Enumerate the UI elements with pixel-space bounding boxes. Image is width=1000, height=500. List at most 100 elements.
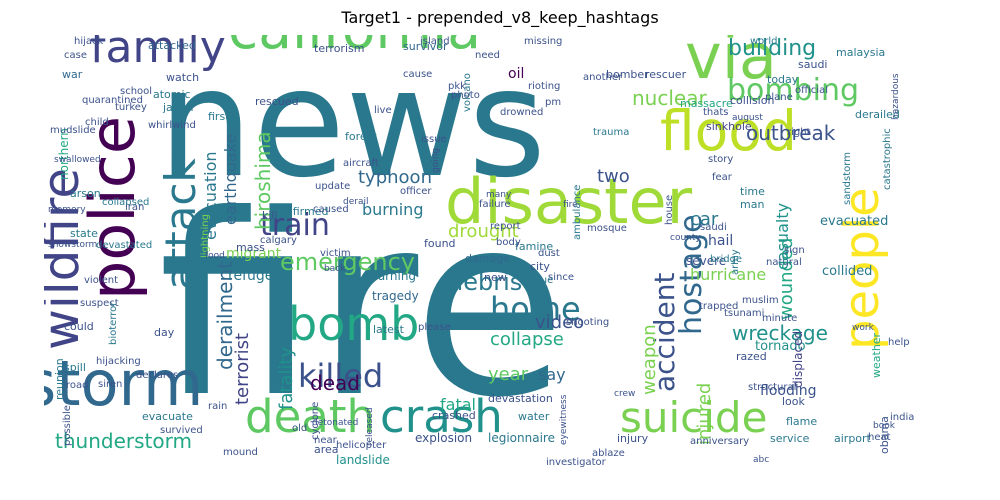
word-127: investigator [546, 457, 607, 468]
word-12: suicide [620, 393, 767, 442]
chart-title: Target1 - prepended_v8_keep_hashtags [341, 8, 659, 27]
word-28: hiroshima [251, 131, 275, 230]
word-102: injury [617, 432, 649, 445]
word-60: hail [708, 233, 733, 249]
word-59: collided [822, 264, 872, 279]
word-46: car [690, 209, 719, 230]
word-225: book [873, 421, 896, 431]
word-48: say [538, 365, 566, 384]
word-162: house [664, 195, 675, 225]
word-51: explosion [415, 431, 472, 445]
word-191: road [66, 380, 89, 391]
word-73: attacked [148, 39, 196, 52]
word-131: lightning [200, 214, 211, 258]
word-31: terrorist [232, 333, 253, 405]
word-187: rescue [520, 275, 553, 286]
word-200: structural [748, 382, 796, 393]
word-220: derail [343, 197, 368, 207]
word-16: bombing [727, 73, 859, 108]
word-108: weather [870, 332, 883, 378]
word-0: fire [158, 161, 567, 452]
word-173: update [315, 181, 350, 192]
word-64: tragedy [372, 289, 419, 303]
word-209: going [431, 148, 441, 173]
word-130: ambulance [572, 185, 583, 240]
word-135: island [420, 36, 450, 47]
word-77: survivor [403, 40, 448, 53]
word-190: declares [136, 370, 178, 381]
word-30: thunderstorm [55, 429, 192, 453]
word-210: county [670, 233, 701, 243]
word-9: family [90, 35, 226, 73]
word-104: airport [834, 432, 872, 445]
word-43: evacuation [201, 151, 220, 240]
word-199: ablaze [592, 448, 625, 459]
word-94: could [64, 320, 94, 333]
word-140: another [583, 72, 623, 83]
word-49: fatal [440, 395, 476, 414]
word-101: crashed [432, 409, 476, 422]
word-160: issue [421, 134, 447, 145]
word-10: crash [380, 390, 503, 443]
word-18: home [490, 290, 581, 328]
word-96: found [424, 237, 456, 250]
word-110: flame [786, 415, 817, 428]
word-17: killed [298, 357, 383, 395]
word-24: outbreak [746, 121, 836, 145]
word-15: attack [156, 157, 205, 290]
word-42: earthquake [221, 134, 240, 225]
word-139: cause [403, 69, 432, 80]
word-147: quarantined [82, 95, 143, 106]
word-158: sandstorm [842, 152, 853, 205]
word-177: bridge [710, 254, 742, 265]
word-105: evacuate [142, 410, 193, 423]
word-32: fatality [276, 346, 297, 410]
word-182: minute [762, 313, 797, 324]
word-134: hijack [74, 36, 104, 47]
word-212: food [205, 251, 225, 261]
word-167: violent [84, 275, 118, 286]
word-68: forest [345, 130, 377, 143]
word-146: pkk [448, 81, 466, 92]
word-186: since [548, 272, 574, 283]
word-86: saudi [798, 58, 827, 71]
word-203: help [888, 337, 910, 348]
word-cloud-area: firenewscaliforniapolicedisasterstormvia… [44, 35, 955, 469]
word-107: obama [878, 416, 891, 454]
word-38: casualty [773, 203, 792, 270]
word-226: eyewitness [559, 394, 569, 445]
word-78: massacre [680, 97, 733, 110]
word-63: sinkhole [706, 120, 752, 133]
word-221: hazardous [891, 73, 901, 120]
word-156: story [708, 154, 733, 165]
word-74: japan [162, 101, 194, 114]
word-20: hostage [674, 214, 709, 335]
word-84: oil [508, 66, 524, 82]
word-8: wildfire [44, 168, 90, 350]
word-61: severe [686, 254, 726, 268]
word-174: aircraft [343, 158, 379, 169]
word-91: mass [236, 241, 265, 254]
word-151: child [85, 117, 109, 128]
word-93: day [154, 326, 175, 339]
word-145: drowned [500, 107, 543, 118]
word-40: collapse [490, 329, 564, 350]
word-188: shooting [566, 317, 609, 328]
word-47: year [488, 364, 529, 385]
word-3: police [76, 116, 149, 300]
word-70: confirmed [273, 205, 328, 218]
word-159: catastrophic [882, 128, 893, 190]
word-196: helicopter [336, 440, 387, 451]
word-144: photo [451, 90, 480, 101]
word-103: service [770, 432, 810, 445]
word-172: caused [313, 204, 349, 215]
word-89: war [62, 68, 83, 81]
word-7: flood [660, 99, 797, 163]
word-184: trapped [699, 301, 738, 312]
word-39: video [535, 312, 584, 333]
word-99: city [530, 260, 550, 273]
word-27: wreckage [732, 321, 828, 345]
word-14: bomb [288, 297, 419, 351]
word-183: tsunami [724, 308, 764, 319]
word-217: released [365, 407, 375, 446]
